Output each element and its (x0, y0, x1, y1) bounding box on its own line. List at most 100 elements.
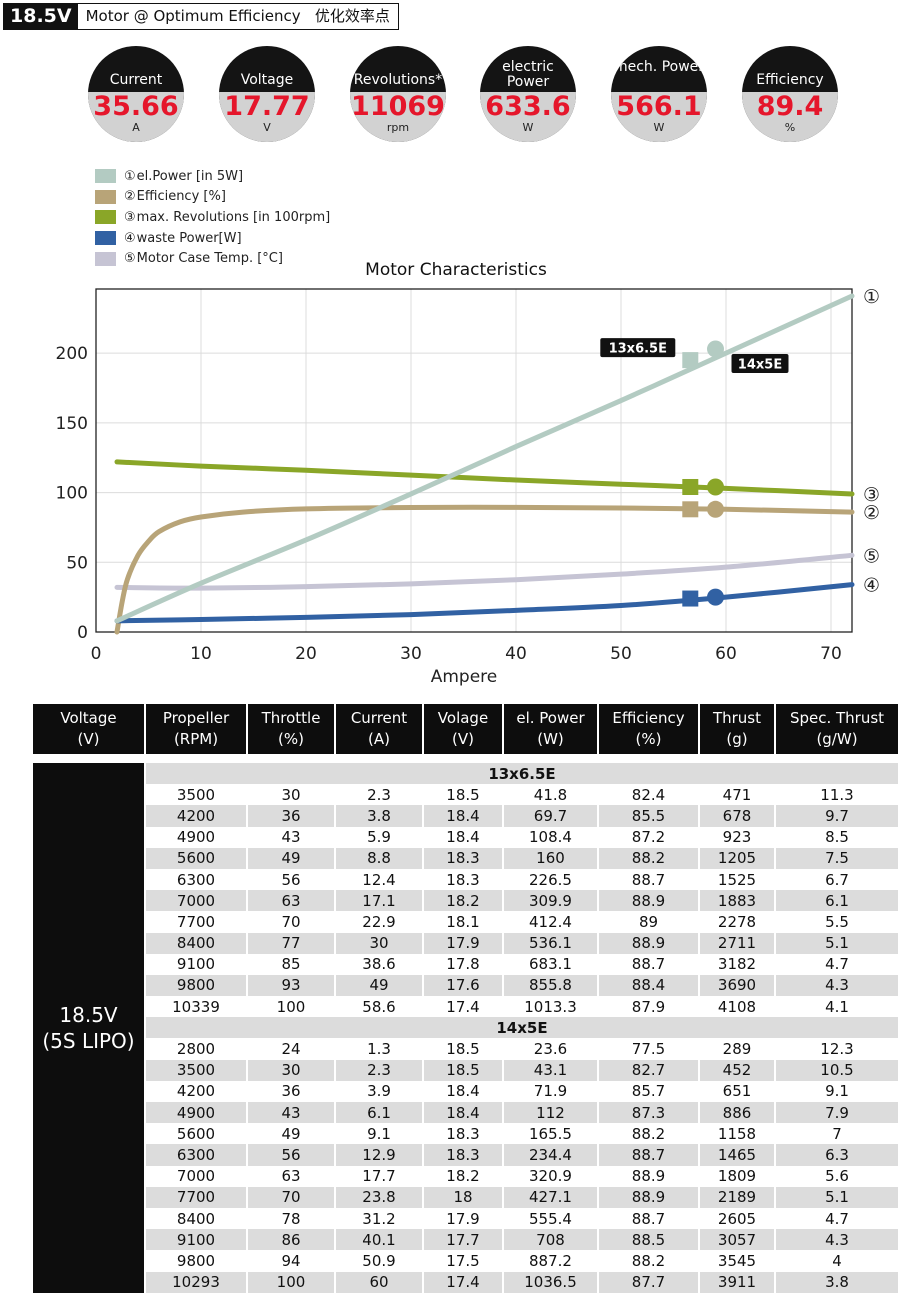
legend-text: Efficiency [%] (136, 189, 226, 205)
table-cell: 23.6 (502, 1038, 597, 1060)
table-cell: 88.9 (597, 1186, 698, 1208)
legend-text: el.Power [in 5W] (136, 168, 244, 184)
table-cell: 17.6 (422, 974, 502, 997)
table-cell: 49 (334, 974, 422, 997)
table-cell: 18.3 (422, 847, 502, 869)
table-cell: 24 (246, 1038, 334, 1060)
table-row: 10293 100 60 17.4 1036.5 87.7 3911 3.8 (33, 1271, 898, 1293)
table-cell: 7000 (144, 890, 246, 912)
table-cell: 18.3 (422, 1144, 502, 1166)
gauge-unit: rpm (386, 121, 410, 134)
x-tick-label: 0 (91, 644, 102, 664)
table-cell: 4200 (144, 1080, 246, 1102)
table-cell: 1205 (698, 847, 774, 869)
table-cell: 226.5 (502, 868, 597, 891)
table-cell: 2800 (144, 1038, 246, 1060)
gauge-value: 633.6 (485, 91, 571, 122)
series-end-label-3: ③ (863, 484, 880, 506)
gauge-voltage: Voltage 17.77 V (219, 46, 315, 142)
table-row: 7700 70 23.8 18 427.1 88.9 2189 5.1 (33, 1186, 898, 1208)
table-cell: 40.1 (334, 1229, 422, 1251)
table-cell: 89 (597, 911, 698, 933)
gauge-value: 17.77 (224, 91, 310, 122)
column-header: Current (A) (334, 704, 422, 754)
section-header-row: 14x5E (33, 1017, 898, 1039)
table-cell: 56 (246, 1144, 334, 1166)
table-cell: 100 (246, 996, 334, 1018)
column-header: Thrust (g) (698, 704, 774, 754)
legend-text: Motor Case Temp. [°C] (136, 251, 283, 267)
series-end-label-1: ① (863, 286, 880, 308)
header-voltage: 18.5V (4, 4, 78, 29)
table-cell: 1525 (698, 868, 774, 891)
table-cell: 427.1 (502, 1186, 597, 1208)
table-cell: 50.9 (334, 1250, 422, 1272)
table-cell: 4.7 (774, 1207, 898, 1230)
column-header: Propeller (RPM) (144, 704, 246, 754)
legend-number: ① (124, 168, 136, 184)
table-cell: 4.1 (774, 996, 898, 1018)
table-cell: 17.7 (334, 1165, 422, 1187)
legend-swatch (95, 210, 116, 225)
table-cell: 2605 (698, 1207, 774, 1230)
table-cell: 8400 (144, 1207, 246, 1230)
marker-13x6.5E (682, 501, 699, 518)
table-cell: 887.2 (502, 1250, 597, 1272)
table-cell: 88.9 (597, 1165, 698, 1187)
gauge-label: electric Power (502, 59, 554, 90)
table-cell: 11.3 (774, 784, 898, 806)
gauge-label: Efficiency (756, 72, 824, 88)
table-cell: 6.1 (334, 1102, 422, 1124)
table-cell: 31.2 (334, 1207, 422, 1230)
y-tick-label: 100 (56, 484, 88, 504)
x-tick-label: 10 (190, 644, 212, 664)
table-cell: 10.5 (774, 1059, 898, 1081)
gauge-revolutions: Revolutions* 11069 rpm (350, 46, 446, 142)
table-cell: 17.5 (422, 1250, 502, 1272)
table-cell: 5.6 (774, 1165, 898, 1187)
table-cell: 93 (246, 974, 334, 997)
table-cell: 17.8 (422, 953, 502, 975)
table-cell: 85.5 (597, 805, 698, 827)
series-line-4 (114, 582, 855, 624)
table-cell: 1158 (698, 1123, 774, 1145)
table-cell: 36 (246, 1080, 334, 1102)
table-cell: 4.3 (774, 1229, 898, 1251)
table-cell: 30 (246, 784, 334, 806)
table-row: 7000 63 17.7 18.2 320.9 88.9 1809 5.6 (33, 1165, 898, 1187)
gauge-value: 35.66 (93, 91, 179, 122)
gauge-unit: % (784, 121, 796, 134)
table-cell: 6.1 (774, 890, 898, 912)
table-row: 6300 56 12.4 18.3 226.5 88.7 1525 6.7 (33, 868, 898, 891)
column-header: Volage (V) (422, 704, 502, 754)
page-header: 18.5V Motor @ Optimum Efficiency 优化效率点 (3, 3, 399, 30)
table-cell: 3.8 (334, 805, 422, 827)
table-row: 7000 63 17.1 18.2 309.9 88.9 1883 6.1 (33, 890, 898, 912)
performance-table: Voltage (V) Propeller (RPM) Throttle (%) Curre… (33, 704, 898, 1293)
table-cell: 17.7 (422, 1229, 502, 1251)
table-cell: 18.4 (422, 805, 502, 827)
legend-swatch (95, 231, 116, 246)
legend-text: waste Power[W] (136, 230, 242, 246)
table-cell: 2189 (698, 1186, 774, 1208)
series-line-2 (114, 504, 855, 635)
table-cell: 4108 (698, 996, 774, 1018)
table-cell: 7700 (144, 911, 246, 933)
table-cell: 3690 (698, 974, 774, 997)
table-cell: 49 (246, 847, 334, 869)
table-cell: 5600 (144, 1123, 246, 1145)
table-cell: 5.1 (774, 1186, 898, 1208)
table-cell: 3500 (144, 1059, 246, 1081)
table-row: 2800 24 1.3 18.5 23.6 77.5 289 12.3 (33, 1038, 898, 1060)
header-title: Motor @ Optimum Efficiency 优化效率点 (78, 4, 398, 29)
gauge-value: 566.1 (616, 91, 702, 122)
legend-item-revolutions: ③ max. Revolutions [in 100rpm] (95, 207, 330, 228)
table-cell: 12.4 (334, 868, 422, 891)
table-cell: 70 (246, 911, 334, 933)
gauge-current: Current 35.66 A (88, 46, 184, 142)
table-cell: 70 (246, 1186, 334, 1208)
legend-number: ③ (124, 209, 136, 225)
gauge-unit: W (522, 121, 534, 134)
table-cell: 4.7 (774, 953, 898, 975)
table-cell: 77 (246, 932, 334, 954)
